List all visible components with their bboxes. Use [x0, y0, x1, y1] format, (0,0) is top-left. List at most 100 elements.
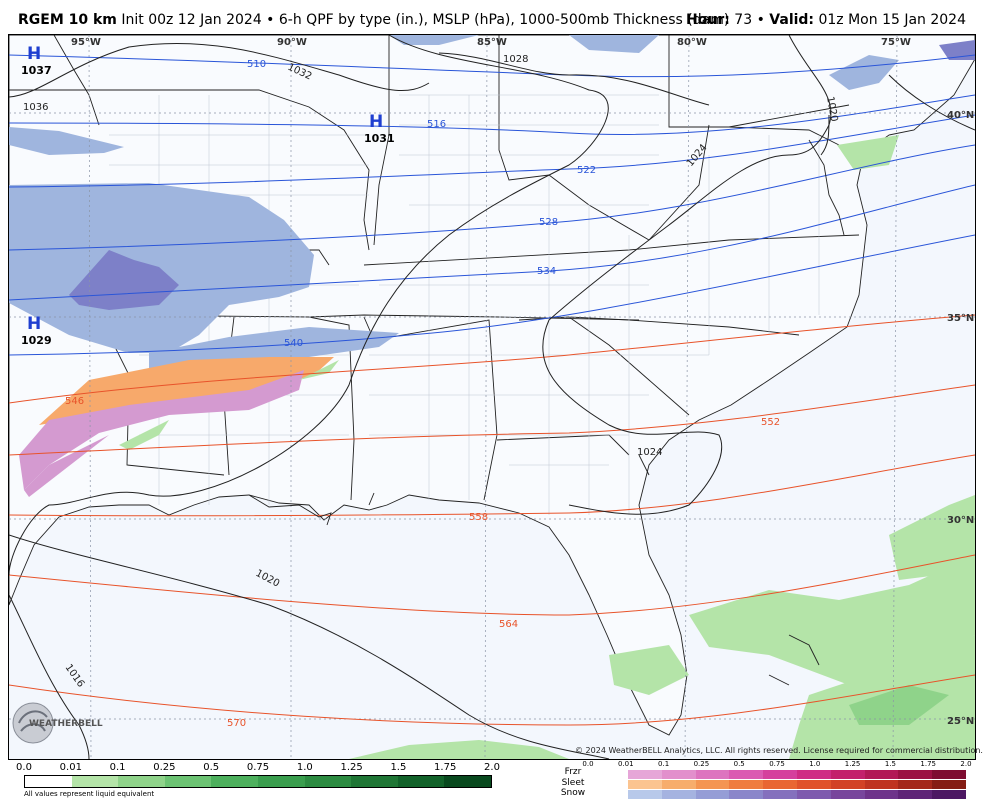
qpf-color-swatch: [351, 776, 398, 787]
qpf-tick-label: 0.25: [153, 762, 176, 773]
longitude-label: 75°W: [881, 37, 911, 48]
sleet-label: Sleet: [561, 778, 585, 788]
precip-type-swatch: [628, 780, 662, 789]
valid-time: 01z Mon 15 Jan 2024: [818, 12, 966, 28]
precip-type-swatch: [830, 770, 865, 779]
longitude-label: 90°W: [277, 37, 307, 48]
thickness-label-cold: 528: [539, 217, 558, 228]
precip-type-swatch: [763, 780, 797, 789]
qpf-color-swatch: [304, 776, 352, 787]
thickness-label-warm: 570: [227, 718, 246, 729]
separator-dot: •: [756, 12, 765, 28]
qpf-color-swatch: [164, 776, 212, 787]
precip-type-tick-label: 1.0: [809, 760, 821, 768]
latitude-label: 40°N: [947, 110, 974, 121]
hour-label: Hour:: [686, 12, 730, 28]
precip-type-tick-label: 0.25: [693, 760, 710, 768]
qpf-color-bar: [24, 775, 492, 788]
thickness-label-cold: 516: [427, 119, 446, 130]
high-pressure-letter: H: [27, 44, 41, 64]
thickness-label-cold: 510: [247, 59, 266, 70]
qpf-tick-label: 1.5: [390, 762, 407, 773]
high-pressure-value: 1029: [21, 334, 52, 347]
qpf-color-swatch: [257, 776, 305, 787]
high-pressure-value: 1037: [21, 64, 52, 77]
frzr-label: Frzr: [564, 767, 582, 777]
forecast-map[interactable]: 95°W 90°W 85°W 80°W 75°W 40°N 35°N 30°N …: [8, 34, 976, 760]
longitude-label: 95°W: [71, 37, 101, 48]
coastline-details: [248, 139, 845, 686]
qpf-note: All values represent liquid equivalent: [24, 790, 155, 798]
precip-type-tick-label: 1.75: [920, 760, 936, 768]
precip-type-swatch: [763, 790, 797, 799]
precip-type-legend: Frzr Sleet Snow 0.0 0.01 0.1 0.25 0.5 0.75 1.0…: [550, 760, 984, 806]
precip-type-swatch: [628, 790, 662, 799]
precip-type-swatch: [830, 780, 865, 789]
precip-type-swatch: [695, 780, 730, 789]
qpf-tick-label: 0.75: [246, 762, 270, 773]
longitude-label: 80°W: [677, 37, 707, 48]
graticule: [9, 35, 975, 759]
precip-type-tick-label: 0.5: [733, 760, 745, 768]
qpf-color-swatch: [25, 776, 72, 787]
latitude-label: 25°N: [947, 716, 974, 727]
title-bar: RGEM 10 km Init 00z 12 Jan 2024 • 6-h QP…: [0, 0, 984, 34]
qpf-tick-label: 0.01: [59, 762, 82, 773]
thickness-contours-warm: [9, 314, 975, 726]
precip-areas: [9, 35, 975, 759]
qpf-tick-label: 1.75: [434, 762, 457, 773]
isobar-label: 1020: [824, 96, 839, 123]
precip-type-swatch: [729, 780, 764, 789]
precip-type-swatch: [864, 770, 899, 779]
precip-type-swatch: [932, 780, 966, 789]
snow-color-bar: [628, 790, 966, 799]
map-title: RGEM 10 km Init 00z 12 Jan 2024 • 6-h QP…: [18, 12, 729, 28]
isobar-label: 1028: [503, 54, 528, 65]
forecast-hour: 73: [734, 12, 753, 28]
high-pressure-letter: H: [369, 112, 383, 132]
sleet-color-bar: [628, 780, 966, 789]
forecast-validity: Hour: 73 • Valid: 01z Mon 15 Jan 2024: [686, 12, 966, 28]
latitude-label: 30°N: [947, 515, 974, 526]
high-pressure-letter: H: [27, 314, 41, 334]
precip-type-swatch: [729, 770, 764, 779]
precip-type-swatch: [932, 770, 966, 779]
precip-type-swatch: [898, 770, 933, 779]
high-pressure-value: 1031: [364, 132, 395, 145]
qpf-color-swatch: [397, 776, 445, 787]
qpf-tick-label: 1.25: [340, 762, 363, 773]
thickness-label-cold: 522: [577, 165, 596, 176]
precip-type-tick-label: 0.01: [618, 760, 634, 768]
snow-label: Snow: [560, 788, 586, 798]
longitude-label: 85°W: [477, 37, 507, 48]
map-canvas: 95°W 90°W 85°W 80°W 75°W 40°N 35°N 30°N …: [9, 35, 975, 759]
qpf-tick-label: 2.0: [484, 762, 500, 773]
precip-type-swatch: [898, 790, 933, 799]
isobar-label: 1020: [254, 568, 282, 590]
frzr-color-bar: [628, 770, 966, 779]
model-name: RGEM 10 km: [18, 12, 117, 28]
precip-type-swatch: [661, 780, 696, 789]
precip-type-swatch: [695, 790, 730, 799]
copyright-notice: © 2024 WeatherBELL Analytics, LLC. All r…: [575, 746, 983, 755]
precip-type-swatch: [864, 790, 899, 799]
thickness-label-warm: 558: [469, 512, 488, 523]
qpf-color-swatch: [211, 776, 258, 787]
isobars: [9, 35, 975, 759]
precip-type-tick-label: 2.0: [960, 760, 972, 768]
qpf-tick-label: 0.0: [16, 762, 32, 773]
thickness-label-cold: 540: [284, 338, 303, 349]
precip-type-swatch: [661, 770, 696, 779]
precip-type-swatch: [661, 790, 696, 799]
qpf-legend: 0.0 0.01 0.1 0.25 0.5 0.75 1.0 1.25 1.5 1.75 2.0 A…: [14, 760, 504, 806]
qpf-tick-label: 0.5: [203, 762, 220, 773]
precip-type-swatch: [796, 770, 831, 779]
precip-type-tick-label: 0.1: [658, 760, 670, 768]
thickness-label-warm: 546: [65, 396, 84, 407]
qpf-tick-label: 1.0: [296, 762, 313, 773]
thickness-label-warm: 552: [761, 417, 780, 428]
precip-type-tick-label: 0.0: [582, 760, 594, 768]
latitude-label: 35°N: [947, 313, 974, 324]
precip-type-swatch: [796, 780, 831, 789]
logo-text: WEATHERBELL: [29, 719, 103, 729]
